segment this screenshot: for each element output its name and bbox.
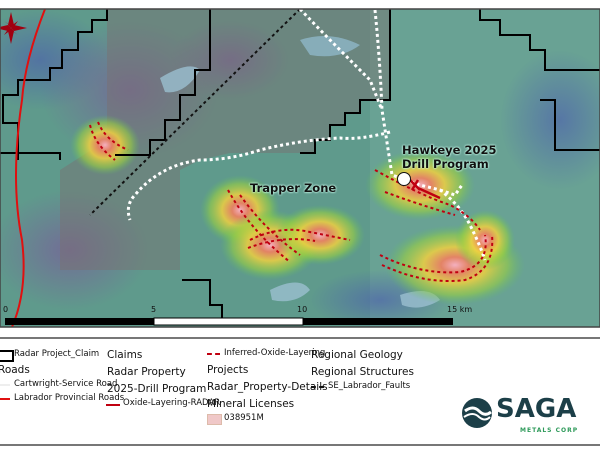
legend-claim: Radar Project_Claim [14,349,100,359]
radar-project-claim-outline [0,9,600,320]
legend-top-border [0,337,600,339]
hawkeye-label-line2: Drill Program [402,157,489,171]
service-road-swatch [0,384,10,386]
saga-logo-mark-icon [462,398,492,428]
cartwright-service-road [373,9,487,261]
provincial-road-swatch [0,398,10,400]
inferred-oxide-layering [89,121,494,282]
labrador-provincial-road [11,9,46,327]
drill-program-marker[interactable] [397,172,411,186]
logo-name: SAGA [496,394,577,424]
oxide-layering-radar [409,179,441,200]
legend-claims: Claims [107,349,143,361]
se-labrador-fault [89,9,301,216]
oxide-radar-swatch [106,404,120,406]
hawkeye-label: Hawkeye 2025 Drill Program [402,143,496,171]
legend-provincial-roads: Labrador Provincial Roads [14,393,125,403]
legend-license-id: 038951M [224,413,264,423]
faults-swatch [311,386,324,388]
legend-service-road: Cartwright-Service Road [14,379,118,389]
legend-projects: Projects [207,364,249,376]
map-view[interactable] [0,0,600,340]
scale-tick-5: 5 [151,305,157,314]
claims-area [60,9,390,270]
legend-regional-geology: Regional Geology [311,349,403,361]
legend-roads: Roads [0,364,30,376]
hawkeye-label-line1: Hawkeye 2025 [402,143,497,157]
claim-swatch [0,350,14,362]
legend-inferred-oxide: Inferred-Oxide-Layering [224,348,326,358]
legend-bottom-border [0,444,600,446]
license-swatch [207,414,222,425]
oxide-heatmap [70,115,525,305]
legend-regional-structures: Regional Structures [311,366,414,378]
legend-radar-property: Radar Property [107,366,186,378]
logo-sub: METALS CORP [520,427,579,434]
scale-tick-15: 15 km [447,305,473,314]
scale-tick-10: 10 [297,305,308,314]
legend-property-details: Radar_Property-Details [207,381,328,393]
trapper-zone-label: Trapper Zone [250,181,337,195]
scale-tick-0: 0 [3,305,9,314]
legend-mineral-licenses: Mineral Licenses [207,398,295,410]
compass-star-icon [0,12,27,44]
legend-drill-program: 2025-Drill Program [107,383,207,395]
legend-faults: SE_Labrador_Faults [328,381,411,391]
legend-oxide-radar: Oxide-Layering-RADAR [123,398,221,408]
scale-bar [5,317,453,326]
inferred-oxide-swatch [207,353,220,355]
